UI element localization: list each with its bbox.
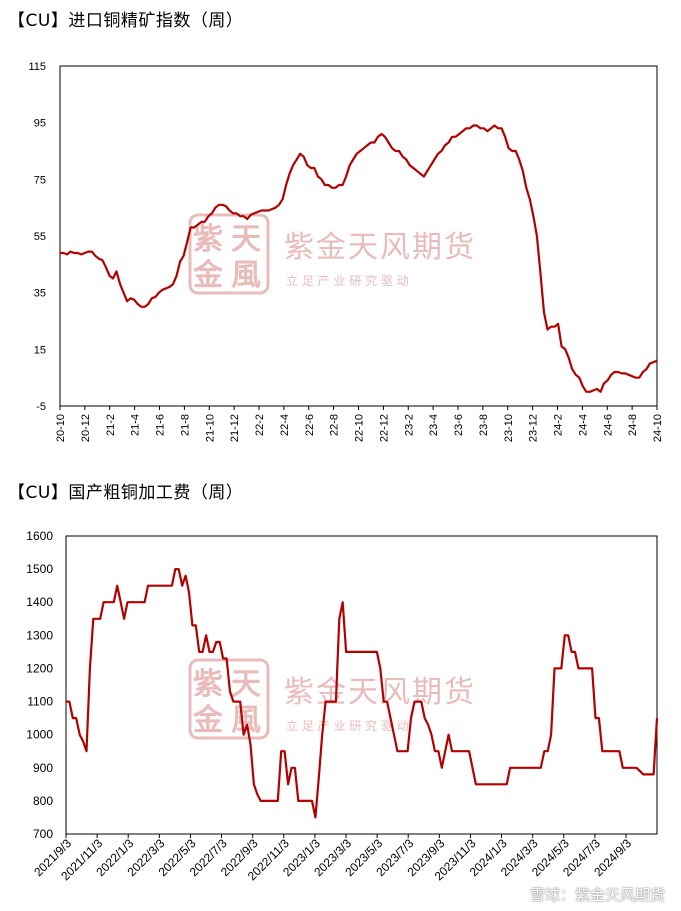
watermark-slogan: 立 足 产 业 研 究 驱 动 — [286, 273, 409, 288]
watermark-logo-char: 金 — [192, 258, 224, 293]
footer-watermark: 雪球：紫金天风期货 — [529, 886, 665, 904]
watermark-logo-char: 風 — [231, 703, 261, 738]
x-tick-label: 22-12 — [378, 414, 390, 442]
x-tick-label: 22-2 — [254, 414, 266, 436]
y-tick-label: 900 — [33, 761, 53, 775]
plot-frame — [65, 535, 658, 835]
y-tick-label: 1500 — [26, 562, 53, 576]
x-tick-label: 22-6 — [304, 414, 316, 436]
x-tick-label: 23-2 — [403, 414, 415, 436]
watermark-logo-char: 天 — [231, 667, 261, 702]
x-tick-label: 22-8 — [329, 414, 341, 436]
watermark-name: 紫金天风期货 — [284, 230, 476, 265]
x-tick-label: 22-10 — [354, 414, 366, 442]
x-tick-label: 23-12 — [528, 414, 540, 442]
watermark-logo-char: 紫 — [193, 222, 223, 257]
x-tick-label: 21-6 — [155, 414, 167, 436]
x-tick-label: 20-10 — [55, 414, 67, 442]
x-tick-label: 23-10 — [503, 414, 515, 442]
x-tick-label: 24-8 — [627, 414, 639, 436]
y-tick-label: 35 — [34, 288, 46, 300]
x-tick-label: 21-2 — [105, 414, 117, 436]
x-tick-label: 21-10 — [204, 414, 216, 442]
x-tick-label: 23-8 — [478, 414, 490, 436]
watermark-logo-char: 紫 — [193, 667, 223, 702]
y-tick-label: 1600 — [26, 529, 53, 543]
watermark-logo-frame — [188, 213, 270, 295]
chart1-title: 【CU】进口铜精矿指数（周） — [8, 11, 244, 31]
x-tick-label: 20-12 — [80, 414, 92, 442]
series-line — [60, 124, 658, 393]
chart2-title: 【CU】国产粗铜加工费（周） — [8, 483, 244, 503]
watermark-logo-char: 天 — [231, 222, 261, 257]
x-tick-label: 24-6 — [602, 414, 614, 436]
y-tick-label: 1200 — [26, 661, 53, 675]
y-tick-label: 75 — [34, 174, 46, 186]
watermark-slogan: 立 足 产 业 研 究 驱 动 — [286, 718, 409, 733]
watermark-logo-char: 金 — [192, 703, 224, 738]
y-tick-label: 55 — [34, 231, 46, 243]
x-tick-label: 24-10 — [652, 414, 664, 442]
y-tick-label: 1400 — [26, 595, 53, 609]
y-tick-label: -5 — [36, 401, 46, 413]
y-tick-label: 1000 — [26, 728, 53, 742]
series-line — [66, 568, 659, 819]
x-tick-label: 21-8 — [179, 414, 191, 436]
x-tick-label: 23-4 — [428, 414, 440, 436]
y-tick-label: 95 — [34, 118, 46, 130]
watermark-logo-frame — [188, 658, 270, 740]
x-tick-label: 21-12 — [229, 414, 241, 442]
watermark: 紫天金 風紫金天风期货立 足 产 业 研 究 驱 动 — [188, 658, 476, 740]
watermark-logo-char: 風 — [231, 258, 261, 293]
y-tick-label: 15 — [34, 344, 46, 356]
watermark: 紫天金 風紫金天风期货立 足 产 业 研 究 驱 动 — [188, 213, 476, 295]
y-tick-label: 700 — [33, 827, 53, 841]
chart1-plot: 紫天金 風紫金天风期货立 足 产 业 研 究 驱 动 -5 15 35 55 75 95 115… — [28, 61, 664, 442]
y-tick-label: 115 — [28, 61, 46, 73]
x-tick-label: 21-4 — [130, 414, 142, 436]
x-tick-label: 24-2 — [553, 414, 565, 436]
x-tick-label: 22-4 — [279, 414, 291, 436]
y-tick-label: 800 — [33, 794, 53, 808]
y-tick-label: 1300 — [26, 628, 53, 642]
x-tick-label: 24-4 — [577, 414, 589, 436]
x-tick-label: 23-6 — [453, 414, 465, 436]
watermark-name: 紫金天风期货 — [284, 675, 476, 710]
y-tick-label: 1100 — [27, 695, 53, 709]
